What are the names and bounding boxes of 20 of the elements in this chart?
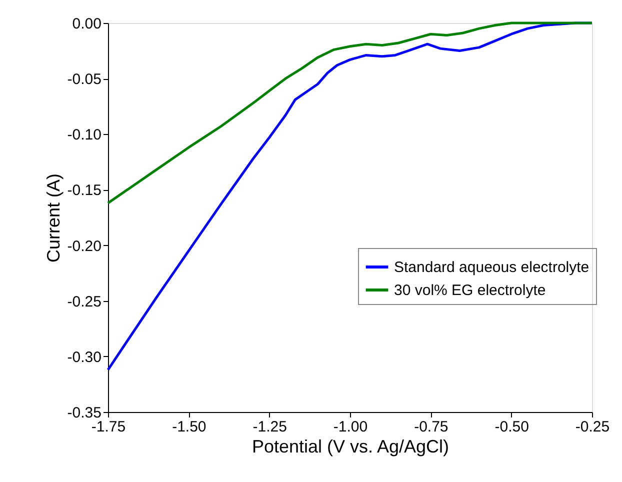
y-tick-label: -0.35 [67, 404, 102, 422]
y-tick-label: -0.05 [67, 71, 102, 88]
y-axis-title: Current (A) [43, 173, 64, 263]
x-axis-title: Potential (V vs. Ag/AgCl) [252, 436, 450, 456]
y-tick-label: -0.20 [67, 238, 102, 255]
y-tick-label: -0.25 [67, 293, 102, 310]
x-tick-label: -0.50 [494, 418, 529, 436]
x-tick-label: -1.00 [333, 418, 368, 436]
x-tick-label: -1.75 [91, 418, 126, 436]
y-tick-label: -0.10 [67, 126, 102, 144]
x-tick-label: -0.75 [414, 418, 448, 436]
y-tick-label: -0.15 [67, 182, 102, 200]
x-tick-label: -1.25 [252, 418, 287, 436]
legend-label: 30 vol% EG electrolyte [394, 282, 546, 299]
y-tick-label: -0.30 [67, 348, 102, 366]
line-series [106, 22, 594, 204]
y-tick-label: 0.00 [72, 16, 102, 32]
x-tick-label: -0.25 [575, 418, 610, 436]
legend-label: Standard aqueous electrolyte [394, 259, 590, 276]
x-tick-label: -1.50 [172, 418, 206, 436]
